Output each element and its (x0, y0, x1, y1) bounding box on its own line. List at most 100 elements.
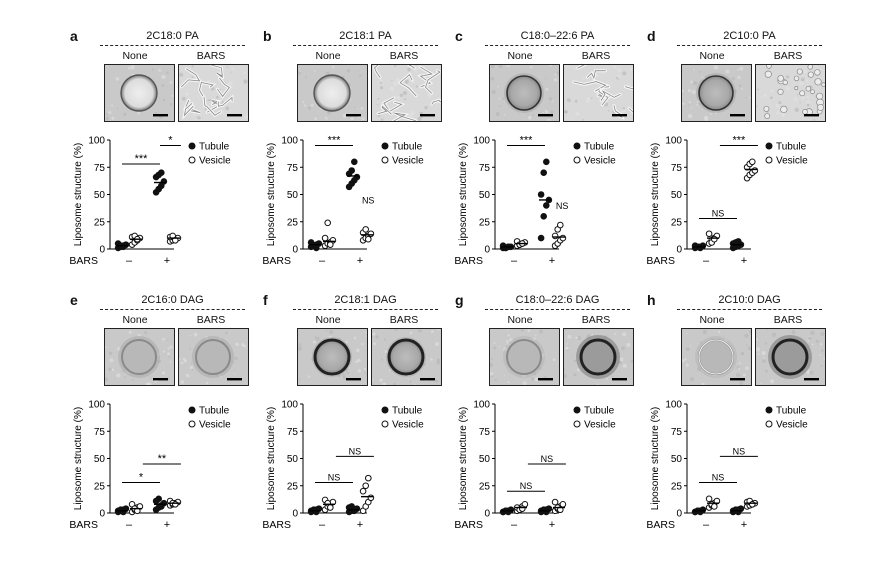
y-tick-label: 0 (484, 509, 490, 520)
x-tick-label: – (703, 519, 710, 531)
panel-g: g C18:0–22:6 DAG None BARS 0 25 50 75 100 Liposom… (455, 292, 645, 542)
significance-label: *** (328, 134, 342, 146)
y-tick-label: 75 (671, 427, 683, 438)
data-point (158, 169, 165, 177)
data-point (540, 169, 547, 177)
micrograph-none (489, 328, 560, 386)
title-divider (677, 309, 822, 310)
y-tick-label: 100 (473, 136, 490, 147)
data-point (559, 234, 567, 242)
legend-label: Tubule (776, 142, 807, 153)
data-point (327, 241, 334, 248)
significance-label: NS (541, 454, 554, 464)
x-tick-label: + (741, 255, 747, 267)
data-point (543, 508, 550, 516)
legend-label: Vesicle (392, 420, 424, 431)
legend-marker (573, 406, 581, 414)
y-tick-label: 100 (665, 400, 682, 411)
data-point (537, 191, 545, 198)
legend-label: Tubule (199, 142, 230, 153)
y-tick-label: 25 (94, 481, 106, 492)
y-tick-label: 75 (287, 427, 299, 438)
significance-label: * (168, 134, 173, 146)
panel-letter: g (455, 292, 464, 308)
data-point (559, 500, 567, 508)
legend-marker (765, 406, 773, 414)
micrograph-bars (178, 328, 249, 386)
y-tick-label: 100 (665, 136, 682, 147)
significance-label: NS (712, 472, 725, 482)
significance-label: NS (556, 201, 569, 211)
x-tick-label: + (741, 519, 747, 531)
micrograph-bars (563, 64, 634, 122)
significance-label: NS (733, 446, 746, 456)
legend-marker (381, 142, 389, 150)
micrograph-bars (371, 64, 442, 122)
y-tick-label: 0 (676, 245, 682, 256)
y-axis-label: Liposome structure (%) (266, 143, 277, 246)
x-tick-label: + (549, 519, 555, 531)
panel-h: h 2C10:0 DAG None BARS 0 25 50 75 100 Liposome st… (647, 292, 837, 542)
y-tick-label: 50 (94, 454, 106, 465)
title-divider (100, 45, 245, 46)
legend-label: Vesicle (776, 420, 808, 431)
significance-label: * (139, 471, 144, 483)
x-tick-label: + (357, 519, 363, 531)
legend-label: Tubule (392, 406, 423, 417)
x-prefix-label: BARS (70, 519, 98, 531)
legend-marker (765, 156, 773, 164)
label-none: None (507, 50, 533, 62)
significance-label: NS (328, 472, 341, 482)
label-bars: BARS (389, 314, 419, 326)
label-bars: BARS (196, 50, 226, 62)
data-point (120, 243, 127, 251)
panel-c: c C18:0–22:6 PA None BARS 0 25 50 75 100 Liposome… (455, 28, 645, 278)
x-tick-label: – (126, 255, 133, 267)
y-tick-label: 0 (676, 509, 682, 520)
y-tick-label: 25 (671, 217, 683, 228)
micrograph-bars (178, 64, 249, 122)
label-none: None (122, 50, 148, 62)
y-tick-label: 0 (292, 245, 298, 256)
legend-label: Vesicle (776, 156, 808, 167)
micrograph-none (104, 64, 175, 122)
label-bars: BARS (581, 50, 611, 62)
x-prefix-label: BARS (70, 255, 98, 267)
label-bars: BARS (581, 314, 611, 326)
panel-title: 2C10:0 PA (723, 30, 776, 42)
title-divider (293, 45, 438, 46)
x-tick-label: – (703, 255, 710, 267)
data-point (321, 234, 329, 242)
x-prefix-label: BARS (455, 519, 483, 531)
title-divider (100, 309, 245, 310)
data-point (537, 234, 545, 242)
label-bars: BARS (773, 50, 803, 62)
data-point (711, 235, 718, 243)
panel-title: 2C16:0 DAG (141, 294, 204, 306)
legend-label: Vesicle (392, 156, 424, 167)
y-tick-label: 50 (671, 190, 683, 201)
panel-title: 2C10:0 DAG (718, 294, 781, 306)
data-point (172, 500, 179, 508)
data-point (353, 173, 361, 181)
panel-letter: h (647, 292, 656, 308)
legend-marker (381, 420, 389, 428)
data-point (705, 495, 713, 503)
y-tick-label: 100 (281, 136, 298, 147)
legend-marker (188, 142, 196, 150)
micrograph-bars (371, 328, 442, 386)
micrograph-bars (755, 328, 826, 386)
significance-label: NS (362, 195, 375, 205)
panel-d: d 2C10:0 PA None BARS 0 25 50 75 100 Liposome str… (647, 28, 837, 278)
x-tick-label: – (511, 519, 518, 531)
legend-marker (381, 156, 389, 164)
panel-letter: e (70, 292, 78, 308)
y-tick-label: 100 (473, 400, 490, 411)
data-point (365, 235, 372, 243)
y-tick-label: 50 (671, 454, 683, 465)
x-prefix-label: BARS (263, 255, 291, 267)
panel-title: C18:0–22:6 DAG (515, 294, 600, 306)
data-point (313, 244, 320, 252)
x-prefix-label: BARS (647, 255, 675, 267)
y-tick-label: 75 (94, 427, 106, 438)
